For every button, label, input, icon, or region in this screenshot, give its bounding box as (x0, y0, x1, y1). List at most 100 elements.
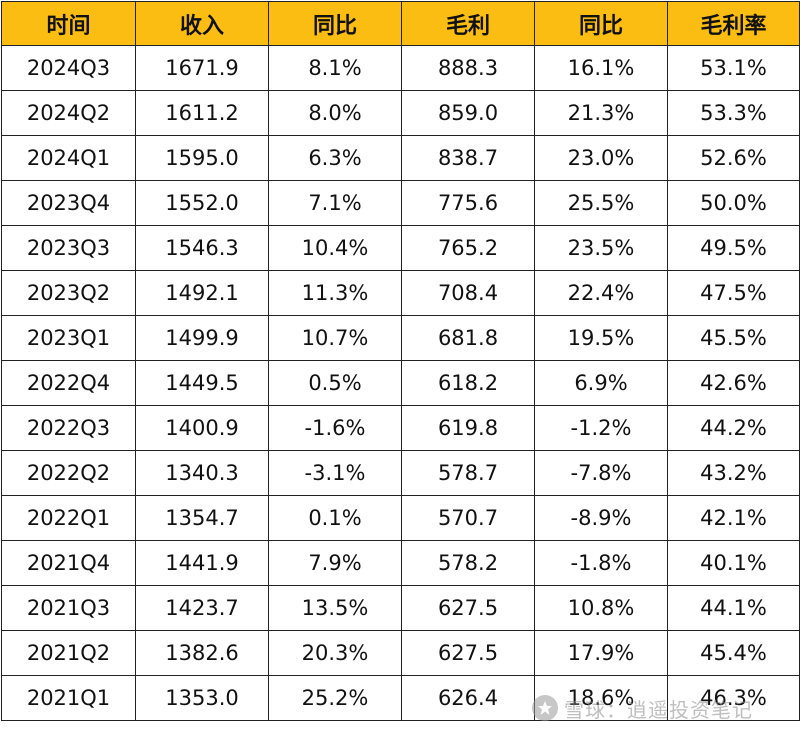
cell-gross-margin: 45.5% (667, 315, 800, 361)
cell-gross-profit: 838.7 (401, 135, 535, 181)
cell-period: 2022Q4 (1, 360, 136, 406)
cell-gross-profit-yoy: 22.4% (534, 270, 668, 316)
cell-gross-profit-yoy: 18.6% (534, 675, 668, 721)
table-body: 2024Q3 1671.9 8.1% 888.3 16.1% 53.1% 2024Q2 161… (1, 45, 800, 721)
cell-period: 2021Q1 (1, 675, 136, 721)
cell-revenue: 1546.3 (135, 225, 269, 271)
cell-revenue: 1353.0 (135, 675, 269, 721)
cell-revenue: 1499.9 (135, 315, 269, 361)
cell-gross-profit: 765.2 (401, 225, 535, 271)
table-row: 2024Q1 1595.0 6.3% 838.7 23.0% 52.6% (1, 135, 800, 181)
cell-gross-profit: 626.4 (401, 675, 535, 721)
cell-gross-profit: 627.5 (401, 585, 535, 631)
table-row: 2022Q4 1449.5 0.5% 618.2 6.9% 42.6% (1, 360, 800, 406)
cell-revenue: 1671.9 (135, 45, 269, 91)
header-cell-gross-profit-yoy: 同比 (534, 1, 668, 46)
cell-gross-profit: 578.7 (401, 450, 535, 496)
cell-revenue-yoy: -1.6% (268, 405, 402, 451)
cell-gross-profit-yoy: 6.9% (534, 360, 668, 406)
cell-gross-profit-yoy: 16.1% (534, 45, 668, 91)
cell-revenue-yoy: 8.0% (268, 90, 402, 136)
table-row: 2024Q2 1611.2 8.0% 859.0 21.3% 53.3% (1, 90, 800, 136)
cell-revenue: 1595.0 (135, 135, 269, 181)
cell-gross-margin: 53.1% (667, 45, 800, 91)
cell-gross-profit-yoy: 19.5% (534, 315, 668, 361)
table-header: 时间 收入 同比 毛利 同比 毛利率 (1, 1, 800, 46)
cell-period: 2024Q3 (1, 45, 136, 91)
cell-gross-profit-yoy: 21.3% (534, 90, 668, 136)
header-cell-gross-margin: 毛利率 (667, 1, 800, 46)
cell-gross-margin: 44.1% (667, 585, 800, 631)
cell-revenue-yoy: 11.3% (268, 270, 402, 316)
cell-revenue-yoy: 10.4% (268, 225, 402, 271)
cell-gross-profit-yoy: -1.8% (534, 540, 668, 586)
cell-period: 2024Q1 (1, 135, 136, 181)
table-row: 2023Q3 1546.3 10.4% 765.2 23.5% 49.5% (1, 225, 800, 271)
cell-gross-margin: 42.1% (667, 495, 800, 541)
cell-gross-profit: 775.6 (401, 180, 535, 226)
table-row: 2022Q2 1340.3 -3.1% 578.7 -7.8% 43.2% (1, 450, 800, 496)
cell-period: 2022Q2 (1, 450, 136, 496)
cell-gross-margin: 49.5% (667, 225, 800, 271)
cell-gross-profit-yoy: 25.5% (534, 180, 668, 226)
cell-gross-profit: 619.8 (401, 405, 535, 451)
cell-period: 2023Q1 (1, 315, 136, 361)
cell-gross-profit-yoy: 17.9% (534, 630, 668, 676)
cell-gross-margin: 50.0% (667, 180, 800, 226)
cell-gross-margin: 52.6% (667, 135, 800, 181)
cell-revenue: 1611.2 (135, 90, 269, 136)
cell-revenue: 1382.6 (135, 630, 269, 676)
cell-gross-profit: 681.8 (401, 315, 535, 361)
cell-gross-profit: 578.2 (401, 540, 535, 586)
cell-period: 2023Q3 (1, 225, 136, 271)
header-cell-period: 时间 (1, 1, 136, 46)
header-row: 时间 收入 同比 毛利 同比 毛利率 (1, 1, 800, 46)
cell-revenue-yoy: 0.1% (268, 495, 402, 541)
cell-gross-profit: 618.2 (401, 360, 535, 406)
cell-gross-margin: 47.5% (667, 270, 800, 316)
cell-revenue-yoy: 7.1% (268, 180, 402, 226)
cell-revenue-yoy: 0.5% (268, 360, 402, 406)
cell-gross-profit: 859.0 (401, 90, 535, 136)
header-cell-revenue: 收入 (135, 1, 269, 46)
cell-revenue-yoy: 6.3% (268, 135, 402, 181)
cell-revenue: 1423.7 (135, 585, 269, 631)
cell-gross-profit-yoy: 23.0% (534, 135, 668, 181)
cell-gross-margin: 43.2% (667, 450, 800, 496)
cell-gross-profit: 570.7 (401, 495, 535, 541)
cell-gross-margin: 42.6% (667, 360, 800, 406)
table-row: 2023Q4 1552.0 7.1% 775.6 25.5% 50.0% (1, 180, 800, 226)
cell-gross-margin: 46.3% (667, 675, 800, 721)
cell-revenue: 1400.9 (135, 405, 269, 451)
cell-revenue: 1449.5 (135, 360, 269, 406)
cell-revenue: 1492.1 (135, 270, 269, 316)
cell-gross-profit: 708.4 (401, 270, 535, 316)
cell-period: 2021Q2 (1, 630, 136, 676)
cell-period: 2021Q3 (1, 585, 136, 631)
cell-revenue: 1354.7 (135, 495, 269, 541)
cell-period: 2021Q4 (1, 540, 136, 586)
header-cell-gross-profit: 毛利 (401, 1, 535, 46)
cell-gross-profit-yoy: 10.8% (534, 585, 668, 631)
table-row: 2024Q3 1671.9 8.1% 888.3 16.1% 53.1% (1, 45, 800, 91)
table-row: 2021Q4 1441.9 7.9% 578.2 -1.8% 40.1% (1, 540, 800, 586)
table-row: 2023Q1 1499.9 10.7% 681.8 19.5% 45.5% (1, 315, 800, 361)
table-row: 2023Q2 1492.1 11.3% 708.4 22.4% 47.5% (1, 270, 800, 316)
table-row: 2021Q3 1423.7 13.5% 627.5 10.8% 44.1% (1, 585, 800, 631)
cell-gross-profit: 627.5 (401, 630, 535, 676)
cell-gross-margin: 40.1% (667, 540, 800, 586)
cell-gross-profit-yoy: -8.9% (534, 495, 668, 541)
cell-revenue: 1552.0 (135, 180, 269, 226)
cell-revenue-yoy: 7.9% (268, 540, 402, 586)
cell-period: 2022Q3 (1, 405, 136, 451)
cell-revenue: 1441.9 (135, 540, 269, 586)
cell-revenue-yoy: 20.3% (268, 630, 402, 676)
cell-period: 2023Q2 (1, 270, 136, 316)
cell-gross-margin: 44.2% (667, 405, 800, 451)
cell-revenue-yoy: 13.5% (268, 585, 402, 631)
cell-gross-profit-yoy: -1.2% (534, 405, 668, 451)
cell-revenue-yoy: 25.2% (268, 675, 402, 721)
table-row: 2021Q1 1353.0 25.2% 626.4 18.6% 46.3% (1, 675, 800, 721)
cell-period: 2022Q1 (1, 495, 136, 541)
